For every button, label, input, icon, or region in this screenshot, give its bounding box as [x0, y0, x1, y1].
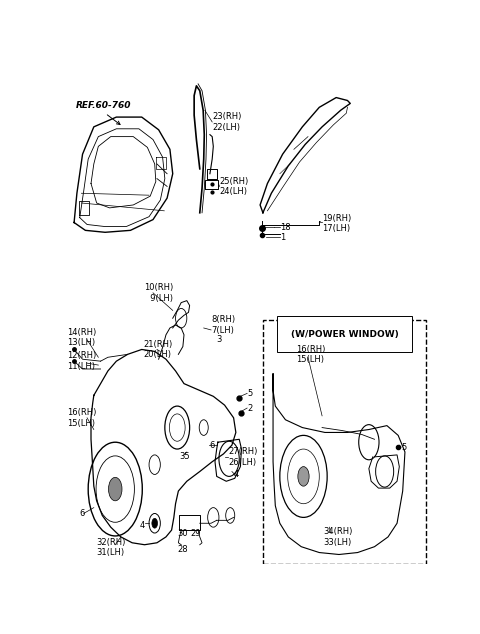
- Text: 34(RH)
33(LH): 34(RH) 33(LH): [324, 527, 353, 547]
- Text: REF.60-760: REF.60-760: [76, 101, 132, 110]
- Text: 28: 28: [178, 545, 188, 554]
- Text: 21(RH)
20(LH): 21(RH) 20(LH): [144, 340, 173, 359]
- Text: 3: 3: [216, 335, 222, 344]
- Text: 35: 35: [180, 453, 190, 462]
- Text: 6: 6: [80, 509, 85, 518]
- Text: 29: 29: [191, 529, 201, 538]
- Bar: [263, 320, 426, 564]
- Text: (W/POWER WINDOW): (W/POWER WINDOW): [291, 330, 398, 339]
- Text: 18: 18: [280, 223, 290, 232]
- Text: 6: 6: [209, 441, 215, 450]
- Text: 14(RH)
13(LH): 14(RH) 13(LH): [67, 328, 96, 347]
- Text: 23(RH)
22(LH): 23(RH) 22(LH): [212, 112, 241, 132]
- Circle shape: [108, 477, 122, 501]
- Text: 16(RH)
15(LH): 16(RH) 15(LH): [296, 345, 325, 364]
- Text: 10(RH)
  9(LH): 10(RH) 9(LH): [144, 283, 174, 302]
- Text: 25(RH)
24(LH): 25(RH) 24(LH): [219, 177, 249, 196]
- Text: 27(RH)
26(LH): 27(RH) 26(LH): [228, 447, 257, 467]
- Text: 16(RH)
15(LH): 16(RH) 15(LH): [67, 408, 96, 427]
- Text: 4: 4: [234, 470, 239, 479]
- Text: 30: 30: [177, 529, 188, 538]
- Text: 4: 4: [140, 521, 145, 529]
- Circle shape: [152, 519, 157, 528]
- Text: 32(RH)
31(LH): 32(RH) 31(LH): [96, 538, 126, 557]
- Circle shape: [298, 467, 309, 486]
- Text: 1: 1: [280, 233, 285, 242]
- Text: 2: 2: [247, 404, 252, 413]
- Text: 12(RH)
11(LH): 12(RH) 11(LH): [67, 351, 96, 371]
- Text: 5: 5: [401, 443, 406, 451]
- Text: 19(RH)
17(LH): 19(RH) 17(LH): [322, 214, 351, 233]
- Text: 5: 5: [247, 389, 252, 398]
- Text: 8(RH)
7(LH): 8(RH) 7(LH): [211, 315, 235, 335]
